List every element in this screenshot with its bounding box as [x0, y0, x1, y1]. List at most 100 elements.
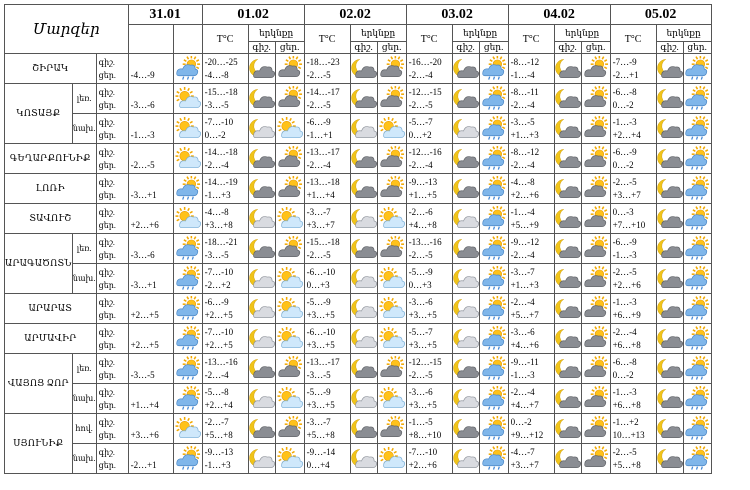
period-labels: գիշ. ցեր.	[95, 443, 129, 474]
temperature-cell: -6…-9 -1…-3	[609, 233, 657, 264]
cloud-sun-rain-icon	[682, 233, 712, 264]
period-labels-night: գիշ.	[98, 237, 115, 247]
temperature-cell-night: -6…-9	[204, 296, 229, 307]
cloud-sun-rain-icon	[172, 443, 203, 474]
temperature-cell: -13…-16 -2…-5	[405, 233, 453, 264]
moon-behind-cloud-icon	[349, 383, 378, 414]
moon-behind-cloud-icon	[451, 203, 480, 234]
temperature-cell-day: -1…+3	[204, 459, 231, 470]
sun-behind-cloud-icon	[172, 413, 203, 444]
temperature-cell: -2…+1	[127, 443, 174, 474]
temperature-cell-night: -12…-15	[408, 86, 442, 97]
temperature-cell-day: +3…+6	[130, 429, 159, 440]
dark-cloud-moon-icon	[655, 203, 684, 234]
region-name: ԼՈՌԻ	[4, 173, 97, 204]
temperature-cell-day: +3…+5	[306, 339, 335, 350]
temperature-cell: -4…-9	[127, 53, 174, 84]
temperature-cell-day: +6…+8	[612, 399, 641, 410]
cloud-sun-rain-icon	[478, 383, 509, 414]
temperature-cell: -9…-14 0…+4	[303, 443, 351, 474]
temperature-cell-day: 0…-2	[204, 129, 226, 140]
sky-header: երկնքը	[553, 24, 611, 42]
temperature-cell-night: -5…-9	[306, 386, 331, 397]
table-row: ԼՈՌԻ գիշ. ցեր. -3…+1 -14…-19 -1…+3 -13…-18 +1…	[4, 173, 712, 204]
temperature-cell-night: -13…-18	[306, 176, 340, 187]
zone-label: լեռ.	[71, 83, 97, 114]
temperature-cell-day: +2…+5	[130, 339, 159, 350]
dark-cloud-sun-icon	[274, 413, 305, 444]
period-labels-night: գիշ.	[98, 87, 115, 97]
temperature-cell: -3…+1	[127, 173, 174, 204]
temperature-cell: -7…-10 0…-2	[201, 113, 249, 144]
sky-header: երկնքը	[655, 24, 712, 42]
dark-cloud-sun-icon	[274, 83, 305, 114]
dark-cloud-sun-icon	[580, 143, 611, 174]
zone-label: լեռ.	[71, 353, 97, 384]
temperature-cell-night: -12…-16	[408, 146, 442, 157]
temperature-cell-day: -2…-4	[204, 369, 229, 380]
dark-cloud-moon-icon	[349, 353, 378, 384]
cloud-sun-rain-icon	[682, 323, 712, 354]
temperature-cell-day: -2…-5	[130, 159, 155, 170]
temperature-cell-night: -12…-15	[408, 356, 442, 367]
dark-cloud-moon-icon	[655, 353, 684, 384]
table-row: նախ. գիշ. ցեր. -1…-3 -7…-10 0…-2 -6…-9 -1…+1 -5…	[5, 113, 712, 144]
temperature-cell-day: -3…+1	[130, 189, 157, 200]
table-row: ԱՐՄԱՎԻՐ գիշ. ցեր. +2…+5 -7…-10 +2…+5 -6…-10 +…	[4, 323, 712, 354]
cloud-sun-rain-icon	[478, 293, 509, 324]
forecast-table: Մարզեր 31.01 01.02 02.02 03.02 04.02 05.…	[4, 4, 712, 474]
dark-cloud-moon-icon	[553, 263, 582, 294]
temperature-cell-night: -3…-6	[510, 326, 535, 337]
temperature-cell: -15…-18 -2…-5	[303, 233, 351, 264]
sun-behind-cloud-icon	[274, 383, 305, 414]
moon-behind-cloud-icon	[247, 293, 276, 324]
temperature-cell-night: -7…-10	[408, 446, 438, 457]
region-name: ԱՐԱԳԱԾՈՏՆ	[4, 233, 73, 294]
table-row: ԱՐԱՐԱՏ գիշ. ցեր. +2…+5 -6…-9 +2…+5 -5…-9 +3…+…	[4, 293, 712, 324]
period-labels: գիշ. ցեր.	[95, 83, 129, 114]
first-day-blank-header	[127, 24, 174, 54]
dark-cloud-sun-icon	[580, 293, 611, 324]
temperature-cell-night	[131, 86, 173, 99]
temperature-cell-day: -1…-4	[510, 69, 535, 80]
temperature-cell: -4…-8 +3…+8	[201, 203, 249, 234]
temperature-cell-day: +9…+12	[510, 429, 544, 440]
dark-cloud-moon-icon	[655, 143, 684, 174]
temperature-cell-night: -5…-7	[408, 326, 433, 337]
date-header: 03.02	[405, 4, 509, 25]
dark-cloud-moon-icon	[553, 203, 582, 234]
temperature-cell-day: -3…-5	[306, 369, 331, 380]
temperature-cell-day: +2…+6	[408, 459, 437, 470]
temperature-cell: -3…-6 +3…+5	[405, 383, 453, 414]
period-labels: գիշ. ցեր.	[95, 203, 129, 234]
forecast-page: Մարզեր 31.01 01.02 02.02 03.02 04.02 05.…	[4, 4, 712, 474]
temperature-cell-night	[131, 56, 173, 69]
temperature-cell: -7…-10 -2…+2	[201, 263, 249, 294]
period-labels-day: ցեր.	[98, 70, 116, 80]
temperature-cell-night: -7…-10	[204, 116, 234, 127]
temperature-cell-day: -3…-6	[130, 249, 155, 260]
temperature-cell: -15…-18 -3…-5	[201, 83, 249, 114]
dark-cloud-sun-icon	[580, 233, 611, 264]
temperature-cell-night: -5…-9	[306, 296, 331, 307]
zone-label: հով.	[71, 413, 97, 444]
temperature-cell: -8…-11 -2…-4	[507, 83, 555, 114]
temperature-cell-day: +3…+5	[408, 399, 437, 410]
dark-cloud-moon-icon	[349, 53, 378, 84]
temperature-cell: -9…-12 -2…-4	[507, 233, 555, 264]
temperature-cell-night: -14…-17	[306, 86, 340, 97]
temperature-cell: -6…-8 0…-2	[609, 353, 657, 384]
temperature-cell-night	[131, 386, 173, 399]
temperature-cell-day: +1…+5	[408, 189, 437, 200]
period-labels-day: ցեր.	[98, 460, 116, 470]
temperature-cell-night: -1…-3	[612, 116, 637, 127]
temperature-cell-day: -4…-9	[130, 69, 155, 80]
temperature-cell-night: -13…-17	[306, 146, 340, 157]
period-labels-night: գիշ.	[98, 387, 115, 397]
period-labels-night: գիշ.	[98, 57, 115, 67]
dark-cloud-moon-icon	[553, 113, 582, 144]
table-row: նախ. գիշ. ցեր. -3…+1 -7…-10 -2…+2 -6…-10 0…+3…	[5, 263, 712, 294]
sun-behind-cloud-icon	[376, 293, 407, 324]
moon-behind-cloud-icon	[247, 383, 276, 414]
temperature-cell: -2…-4 +4…+7	[507, 383, 555, 414]
